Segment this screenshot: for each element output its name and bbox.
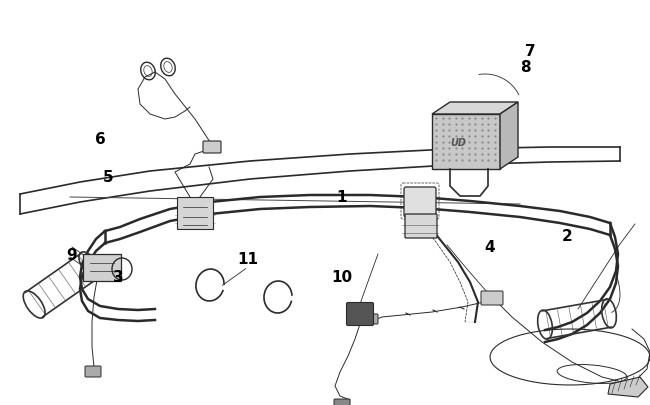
Text: 8: 8	[520, 60, 530, 75]
Text: 9: 9	[67, 247, 77, 262]
FancyBboxPatch shape	[334, 399, 350, 405]
FancyBboxPatch shape	[363, 314, 378, 324]
FancyBboxPatch shape	[346, 303, 374, 326]
Text: 7: 7	[525, 45, 536, 60]
Text: 3: 3	[112, 270, 124, 285]
Text: 4: 4	[485, 240, 495, 255]
FancyBboxPatch shape	[203, 142, 221, 153]
Polygon shape	[177, 198, 213, 230]
Polygon shape	[432, 115, 500, 170]
FancyBboxPatch shape	[83, 254, 121, 281]
Text: 6: 6	[95, 132, 105, 147]
Text: 11: 11	[237, 252, 259, 267]
FancyBboxPatch shape	[481, 291, 503, 305]
FancyBboxPatch shape	[405, 215, 437, 239]
FancyBboxPatch shape	[85, 366, 101, 377]
Text: 5: 5	[103, 170, 113, 185]
Polygon shape	[608, 377, 648, 397]
Text: UD: UD	[450, 138, 466, 148]
FancyBboxPatch shape	[404, 188, 436, 217]
Polygon shape	[500, 103, 518, 170]
Text: 10: 10	[332, 270, 352, 285]
Polygon shape	[432, 103, 518, 115]
Text: 2: 2	[562, 229, 573, 244]
Text: 1: 1	[337, 190, 347, 205]
